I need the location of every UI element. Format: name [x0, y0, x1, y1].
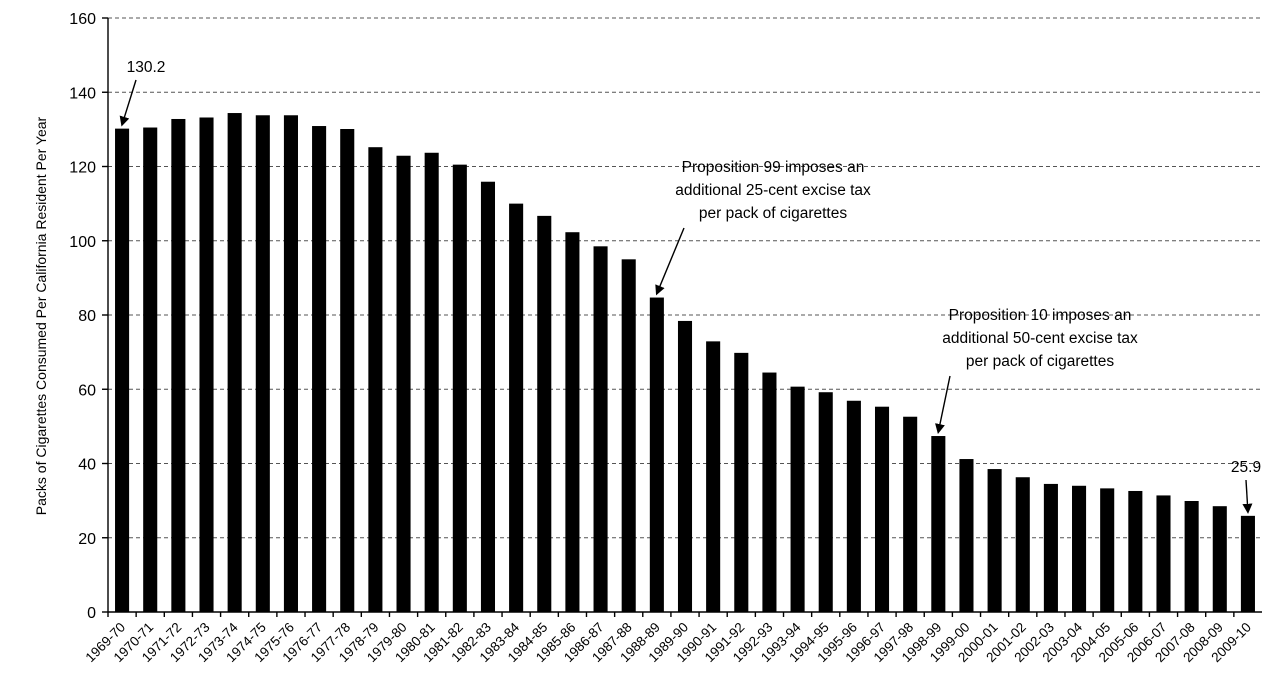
y-tick-label: 140: [69, 85, 96, 102]
y-tick-label: 100: [69, 234, 96, 251]
bar: [255, 115, 270, 612]
annotation-arrow: [119, 79, 137, 127]
annotation-line: Proposition 99 imposes an: [682, 159, 865, 176]
bar: [959, 459, 974, 612]
bar: [987, 469, 1002, 612]
annotation-line: 25.9: [1231, 459, 1261, 476]
bar: [1240, 515, 1255, 612]
bar: [874, 406, 890, 612]
bar: [1212, 506, 1227, 612]
annotation-arrow: [655, 227, 685, 296]
bar: [677, 320, 693, 612]
annotation-line: Proposition 10 imposes an: [949, 307, 1132, 324]
y-tick-label: 20: [78, 531, 96, 548]
annotation-text: 25.9: [1231, 459, 1261, 476]
y-tick-label: 120: [69, 160, 96, 177]
bar: [312, 126, 327, 612]
bars: [115, 113, 1255, 613]
bar: [649, 297, 664, 612]
bar: [593, 246, 608, 612]
y-axis-label: Packs of Cigarettes Consumed Per Califor…: [33, 116, 49, 515]
bar: [227, 113, 242, 612]
y-tick-label: 40: [78, 457, 96, 474]
bar: [199, 117, 214, 613]
annotation-line: per pack of cigarettes: [966, 353, 1114, 370]
bar: [931, 436, 946, 612]
annotation-text: 130.2: [127, 59, 166, 76]
annotations: 130.2 Proposition 99 imposes an additional…: [119, 59, 1261, 514]
bar: [480, 181, 496, 612]
bar: [903, 416, 918, 612]
annotation-line: 130.2: [127, 59, 166, 76]
bar: [1072, 485, 1087, 612]
bar: [396, 155, 411, 612]
bar: [424, 152, 439, 613]
y-tick-labels: 0 20 40 60 80 100 120 140 160: [69, 11, 96, 622]
bar: [621, 259, 636, 612]
y-tick-label: 80: [78, 308, 96, 325]
annotation-line: additional 50-cent excise tax: [942, 330, 1138, 347]
bar: [283, 115, 298, 612]
bar: [143, 127, 158, 613]
bar: [846, 400, 861, 612]
bar: [115, 128, 130, 612]
annotation-arrow: [1242, 479, 1253, 514]
bar: [1100, 488, 1115, 612]
bar: [171, 118, 186, 612]
bar: [452, 164, 467, 613]
bar: [1184, 500, 1199, 612]
bar: [818, 392, 833, 612]
annotation-text: Proposition 99 imposes an additional 25-c…: [675, 159, 871, 222]
y-tick-label: 160: [69, 11, 96, 28]
annotation-arrow: [935, 375, 951, 434]
axes: [107, 18, 1262, 613]
annotation-line: additional 25-cent excise tax: [675, 182, 871, 199]
bar: [734, 352, 749, 612]
bar: [762, 372, 777, 612]
annotation-text: Proposition 10 imposes an additional 50-c…: [942, 307, 1138, 370]
bar: [790, 386, 805, 612]
bar: [537, 215, 552, 612]
bar: [509, 203, 524, 612]
bar: [368, 147, 383, 612]
x-tick-labels: 1969-701970-711971-721972-731973-741974-…: [83, 612, 1254, 665]
bar: [565, 232, 580, 612]
annotation-line: per pack of cigarettes: [699, 205, 847, 222]
bar: [1156, 495, 1171, 612]
bar: [1128, 490, 1143, 612]
bar: [1015, 477, 1030, 612]
bar: [340, 129, 355, 612]
bar: [1043, 483, 1058, 612]
y-tick-label: 0: [87, 605, 96, 622]
y-tick-label: 60: [78, 382, 96, 399]
bar: [706, 341, 721, 612]
